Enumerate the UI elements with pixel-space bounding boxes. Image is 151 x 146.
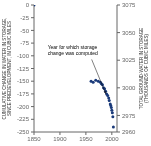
svg-text:CUMULATIVE CHANGE IN WATER IN: CUMULATIVE CHANGE IN WATER IN STORAGE,SI… xyxy=(8,17,12,119)
svg-text:-25: -25 xyxy=(20,15,29,21)
svg-text:1900: 1900 xyxy=(53,136,67,142)
svg-text:2000: 2000 xyxy=(105,136,119,142)
svg-text:-225: -225 xyxy=(17,116,30,122)
svg-text:-50: -50 xyxy=(20,28,29,34)
svg-text:3025: 3025 xyxy=(122,57,136,63)
svg-text:1950: 1950 xyxy=(79,136,93,142)
svg-text:-175: -175 xyxy=(17,91,30,97)
svg-text:0: 0 xyxy=(26,2,30,8)
svg-text:-125: -125 xyxy=(17,66,30,72)
svg-text:3000: 3000 xyxy=(122,85,136,91)
svg-text:2960: 2960 xyxy=(122,129,136,135)
svg-text:3050: 3050 xyxy=(122,30,136,36)
svg-text:-75: -75 xyxy=(20,40,29,46)
svg-text:Year for which storagechange w: Year for which storagechange was compute… xyxy=(48,44,98,56)
svg-text:-150: -150 xyxy=(17,78,30,84)
svg-text:TOTAL GROUND-WATER IN STORAGE(: TOTAL GROUND-WATER IN STORAGE(THOUSANDS … xyxy=(139,28,143,109)
svg-text:-100: -100 xyxy=(17,53,30,59)
svg-text:3075: 3075 xyxy=(122,2,136,8)
svg-text:-250: -250 xyxy=(17,129,30,135)
svg-text:1850: 1850 xyxy=(27,136,41,142)
svg-text:-200: -200 xyxy=(17,104,30,110)
svg-text:2975: 2975 xyxy=(122,113,136,119)
